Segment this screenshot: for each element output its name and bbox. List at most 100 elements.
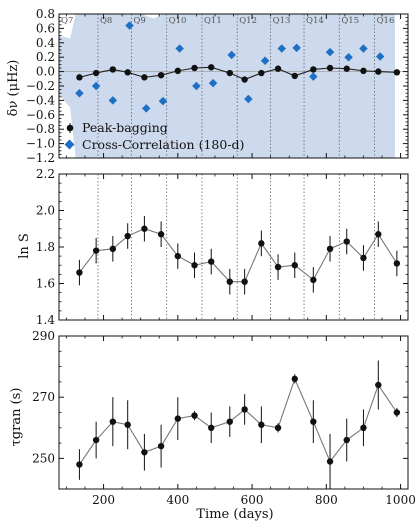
ln-s-point	[76, 269, 83, 276]
ln-s-point	[241, 278, 248, 285]
y-axis-title-tau-gran: τgran (s)	[9, 388, 24, 447]
cross-correlation-point	[175, 44, 184, 53]
cross-correlation-point	[108, 96, 118, 105]
ln-s-point	[124, 232, 131, 240]
tau-gran-point	[258, 421, 265, 428]
legend-label-cross-correlation: Cross-Correlation (180-d)	[82, 137, 244, 152]
quarter-label-q9: Q9	[133, 16, 145, 26]
cross-correlation-point	[309, 72, 318, 81]
tau-gran-point	[157, 442, 165, 450]
quarter-label-q16: Q16	[377, 16, 395, 26]
peak-bagging-point	[393, 69, 401, 76]
tau-gran-point	[109, 418, 117, 425]
tau-gran-point	[174, 415, 182, 422]
cross-correlation-point	[75, 88, 84, 98]
peak-bagging-point	[226, 69, 233, 77]
x-tick-label: 200	[92, 493, 115, 507]
peak-bagging-point	[124, 69, 131, 76]
ln-s-point	[375, 231, 382, 238]
p2-ytick-label: 1.8	[36, 240, 55, 254]
cross-correlation-point	[359, 44, 368, 53]
p3-ytick-label: 250	[32, 451, 55, 465]
peak-bagging-point	[326, 64, 334, 72]
ln-s-point	[393, 260, 401, 267]
p2-ytick-label: 2.0	[36, 204, 55, 218]
tau-gran-point	[92, 436, 100, 444]
legend-label-peak-bagging: Peak-bagging	[82, 120, 168, 135]
panel-ln-s: 1.4 1.6 1.8 2.0 2.2 ln S	[17, 167, 409, 327]
x-axis: 200 400 600 800 1000	[92, 493, 416, 507]
peak-bagging-point	[343, 65, 350, 72]
peak-bagging-point	[157, 72, 165, 79]
ln-s-point	[291, 262, 298, 269]
tau-gran-point	[343, 436, 350, 444]
cross-correlation-point	[192, 81, 201, 91]
cross-correlation-uncertainty-band	[59, 14, 396, 158]
ln-s-point	[141, 225, 148, 232]
quarter-label-q13: Q13	[273, 16, 291, 26]
quarter-label-q15: Q15	[341, 16, 359, 26]
tau-gran-point	[76, 461, 83, 468]
peak-bagging-point	[360, 67, 367, 75]
ln-s-point	[274, 263, 282, 271]
p2-ytick-label: 1.4	[36, 313, 55, 327]
panel-frequency-shift: Q7 Q8 Q9 Q10 Q11 Q12 Q13 Q14 Q15 Q16 Peak-bagging…	[6, 7, 409, 165]
ln-s-point	[92, 247, 100, 254]
peak-bagging-point	[375, 68, 382, 75]
x-tick-label: 600	[241, 493, 264, 507]
peak-bagging-point	[109, 66, 117, 73]
tau-gran-point	[291, 375, 298, 383]
p3-ytick-label: 290	[32, 329, 55, 343]
tau-gran-point	[208, 424, 215, 431]
ln-s-point	[343, 238, 350, 245]
quarter-label-q7: Q7	[61, 16, 73, 26]
tau-gran-point	[141, 449, 148, 456]
ln-s-point	[258, 240, 265, 247]
p1-ytick-label: 0.8	[36, 7, 55, 21]
peak-bagging-point	[92, 69, 100, 77]
tau-gran-point	[191, 412, 198, 419]
peak-bagging-point	[208, 64, 215, 71]
p1-ytick-label: 0.6	[36, 21, 55, 35]
peak-bagging-point	[174, 67, 182, 75]
quarter-label-q12: Q12	[239, 16, 257, 26]
p2-ytick-label: 2.2	[36, 167, 55, 181]
tau-gran-point	[326, 458, 334, 465]
tau-gran-point	[241, 406, 248, 413]
quarter-label-q8: Q8	[100, 16, 112, 26]
panel-tau-gran: 250 270 290 τgran (s)	[9, 329, 409, 490]
quarter-label-q11: Q11	[204, 16, 222, 26]
cross-correlation-point	[244, 94, 253, 104]
cross-correlation-point	[142, 104, 151, 113]
ln-s-point	[157, 231, 165, 238]
ln-s-point	[310, 276, 317, 284]
tau-gran-point	[393, 409, 401, 416]
p1-ytick-label: 0.2	[36, 50, 55, 64]
peak-bagging-point	[76, 74, 83, 81]
tau-gran-point	[274, 424, 282, 431]
p2-ytick-label: 1.6	[36, 277, 55, 291]
p1-ytick-label: −1.0	[26, 137, 55, 151]
peak-bagging-point	[191, 64, 198, 72]
legend-marker-cross-correlation	[64, 139, 75, 150]
cross-correlation-point	[325, 47, 335, 57]
cross-correlation-point	[227, 50, 236, 60]
p1-ytick-label: −0.8	[26, 122, 55, 136]
p1-ytick-label: −0.6	[26, 108, 55, 122]
y-axis-title-delta-nu: δν (μHz)	[6, 60, 21, 117]
ln-s-point	[360, 254, 367, 262]
tau-gran-point	[226, 418, 233, 425]
cross-correlation-point	[158, 96, 168, 106]
cross-correlation-point	[91, 81, 101, 91]
peak-bagging-point	[241, 76, 248, 83]
cross-correlation-point	[292, 43, 301, 53]
peak-bagging-point	[310, 66, 317, 73]
x-tick-label: 400	[166, 493, 189, 507]
cross-correlation-point	[375, 52, 385, 61]
peak-bagging-point	[274, 65, 282, 72]
p1-ytick-label: 0.4	[36, 36, 55, 50]
tau-gran-point	[124, 421, 131, 428]
tau-gran-point	[360, 424, 367, 431]
cross-correlation-point	[344, 52, 353, 62]
